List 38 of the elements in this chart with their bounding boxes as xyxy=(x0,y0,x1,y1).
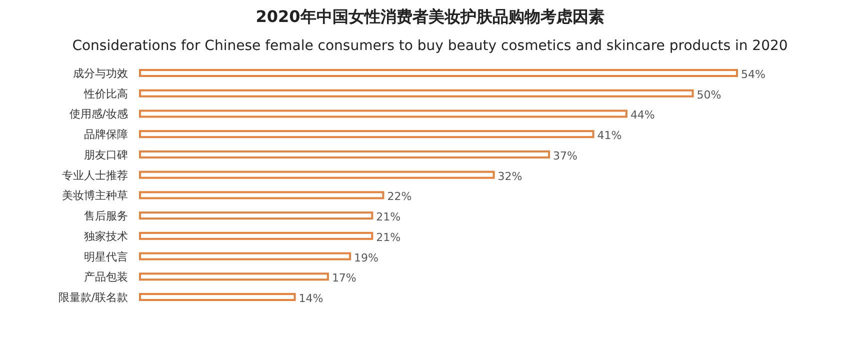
y-tick-label: 专业人士推荐 xyxy=(62,168,128,182)
y-tick-label: 朋友口碑 xyxy=(84,148,128,162)
y-tick-label: 售后服务 xyxy=(84,210,128,223)
data-label: 19% xyxy=(354,251,379,264)
bar xyxy=(139,150,550,158)
bar xyxy=(139,293,296,301)
y-tick-label: 独家技术 xyxy=(84,230,128,243)
data-label: 41% xyxy=(597,129,622,142)
data-label: 37% xyxy=(553,149,578,162)
y-tick-label: 成分与功效 xyxy=(73,67,128,80)
bar xyxy=(139,252,352,260)
data-label: 21% xyxy=(376,230,401,244)
y-tick-label: 明星代言 xyxy=(84,250,128,264)
data-label: 32% xyxy=(498,170,522,183)
data-label: 44% xyxy=(630,108,655,122)
y-tick-label: 美妆博主种草 xyxy=(62,189,128,202)
bar xyxy=(139,130,594,138)
bar xyxy=(139,69,738,77)
bar xyxy=(139,110,628,118)
bar xyxy=(139,191,384,200)
chart-subtitle: Considerations for Chinese female consumers to buy beauty cosmetics and skincare products in 2020 xyxy=(72,38,788,54)
bar xyxy=(139,212,374,220)
y-tick-label: 产品包装 xyxy=(84,270,128,284)
y-tick-label: 使用感/妆感 xyxy=(69,108,128,121)
data-label: 21% xyxy=(376,210,401,224)
data-label: 17% xyxy=(332,272,356,285)
bar xyxy=(139,170,495,179)
bar xyxy=(139,89,694,98)
bar xyxy=(139,232,374,240)
bar xyxy=(139,272,329,281)
y-tick-label: 品牌保障 xyxy=(84,128,128,142)
data-label: 22% xyxy=(387,190,412,204)
data-label: 14% xyxy=(298,292,324,305)
y-tick-label: 限量款/联名款 xyxy=(58,291,128,304)
data-label: 50% xyxy=(696,88,722,102)
data-label: 54% xyxy=(741,68,766,81)
chart-title: 2020年中国女性消费者美妆护肤品购物考虑因素 xyxy=(256,7,604,26)
y-tick-label: 性价比高 xyxy=(83,87,128,100)
